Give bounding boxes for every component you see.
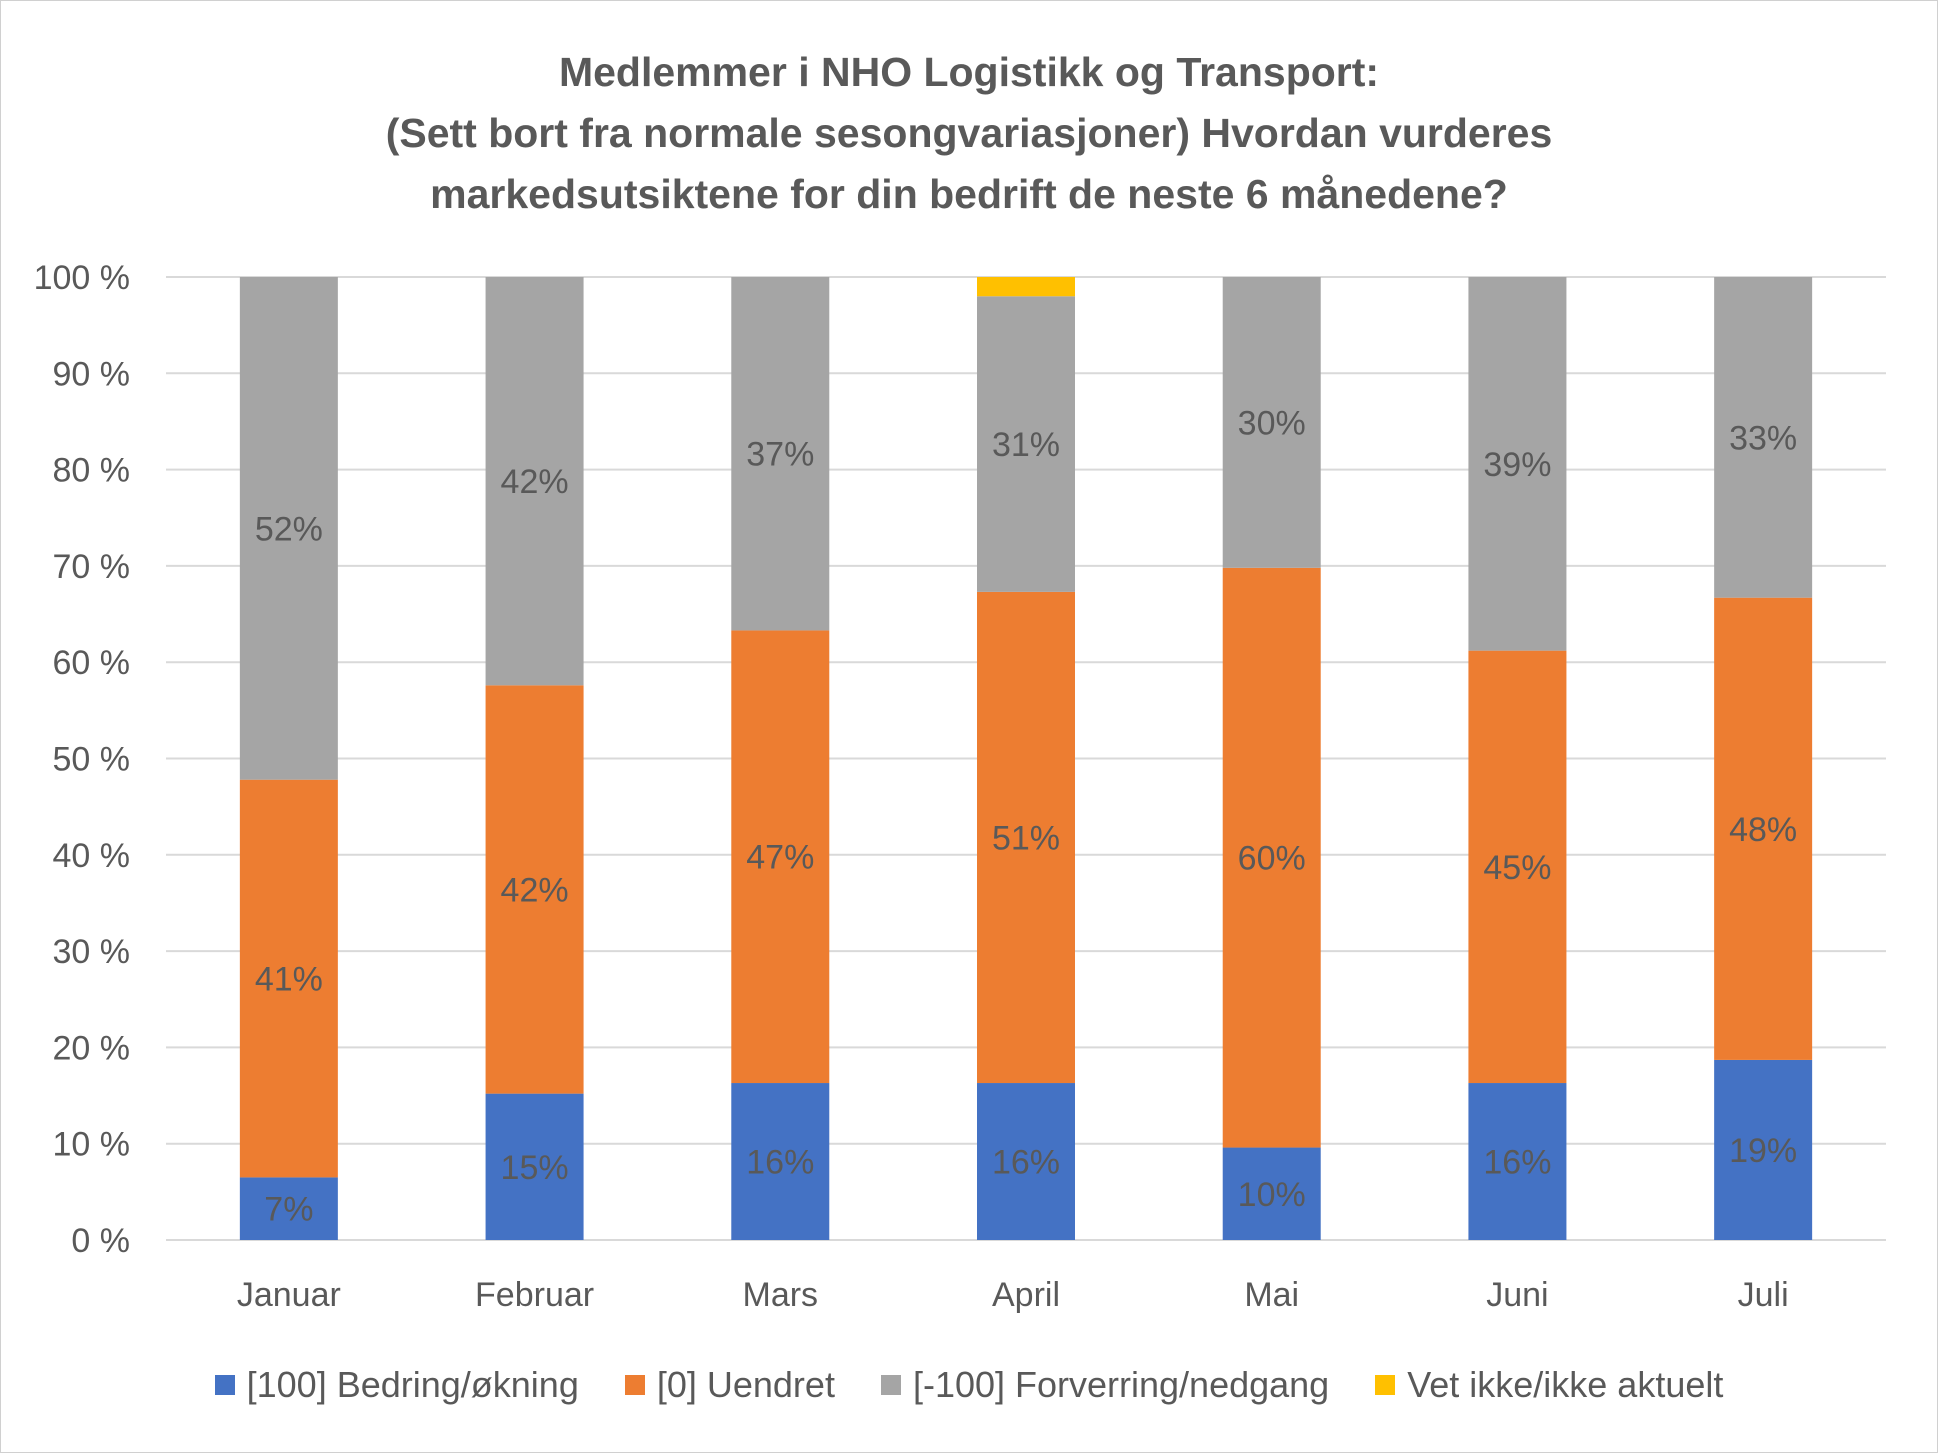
legend-item: [-100] Forverring/nedgang: [880, 1364, 1330, 1406]
x-tick-label: Mai: [1244, 1276, 1299, 1314]
legend-swatch: [880, 1375, 901, 1395]
legend-item: [100] Bedring/økning: [214, 1364, 579, 1406]
legend-label: Vet ikke/ikke aktuelt: [1407, 1364, 1724, 1405]
bar-segment: [977, 591, 1075, 1084]
bar-segment: [1468, 277, 1567, 651]
data-label: 52%: [255, 510, 323, 548]
bar-segment: [977, 277, 1075, 297]
legend-swatch: [1375, 1375, 1396, 1395]
y-tick-label: 90 %: [53, 355, 131, 393]
bar-segment: [731, 630, 830, 1084]
bar-segment: [977, 296, 1075, 592]
y-tick-label: 70 %: [53, 548, 131, 586]
x-tick-label: Juli: [1738, 1276, 1789, 1314]
y-tick-label: 40 %: [53, 837, 131, 875]
bar-segment: [485, 1093, 584, 1240]
x-tick-label: Februar: [475, 1276, 594, 1314]
bar-segment: [485, 685, 584, 1094]
y-tick-label: 80 %: [53, 452, 131, 490]
bar-segment: [1714, 277, 1813, 598]
data-label: 30%: [1238, 404, 1306, 442]
bar-segment: [731, 277, 830, 631]
bar-segment: [977, 1083, 1075, 1240]
legend-swatch: [624, 1375, 645, 1395]
data-label: 42%: [501, 871, 569, 909]
bar-segment: [1468, 1083, 1567, 1240]
legend-label: [0] Uendret: [656, 1364, 835, 1405]
data-label: 10%: [1238, 1176, 1306, 1214]
legend-swatch: [214, 1375, 235, 1395]
data-label: 48%: [1729, 811, 1797, 849]
data-label: 47%: [746, 839, 814, 877]
data-label: 42%: [501, 463, 569, 501]
data-label: 31%: [992, 426, 1060, 464]
data-label: 41%: [255, 961, 323, 999]
y-tick-label: 100 %: [34, 259, 130, 297]
x-tick-label: Mars: [743, 1276, 819, 1314]
data-label: 39%: [1483, 446, 1551, 484]
y-tick-label: 50 %: [53, 741, 131, 779]
bar-segment: [485, 277, 584, 686]
x-tick-label: April: [992, 1276, 1060, 1314]
legend-label: [100] Bedring/økning: [246, 1364, 579, 1405]
bar-segment: [239, 1177, 338, 1240]
data-label: 16%: [992, 1144, 1060, 1182]
y-tick-label: 60 %: [53, 644, 131, 682]
data-label: 19%: [1729, 1132, 1797, 1170]
data-label: 51%: [992, 819, 1060, 857]
data-label: 37%: [746, 436, 814, 474]
data-label: 33%: [1729, 419, 1797, 457]
bar-segment: [731, 1083, 830, 1240]
legend-item: Vet ikke/ikke aktuelt: [1375, 1364, 1723, 1406]
data-label: 7%: [264, 1191, 313, 1229]
chart-title-line: markedsutsiktene for din bedrift de nest…: [430, 171, 1508, 217]
y-tick-label: 10 %: [53, 1126, 131, 1164]
data-label: 45%: [1483, 849, 1551, 887]
bar-segment: [239, 779, 338, 1178]
data-label: 16%: [746, 1144, 814, 1182]
legend-label: [-100] Forverring/nedgang: [912, 1364, 1330, 1405]
x-tick-label: Januar: [237, 1276, 341, 1314]
y-tick-label: 30 %: [53, 933, 131, 971]
bar-segment: [1222, 1147, 1321, 1240]
chart-legend: [100] Bedring/økning [0] Uendret [-100] …: [0, 1360, 1938, 1410]
bar-segment: [1714, 1059, 1813, 1240]
data-label: 15%: [501, 1149, 569, 1187]
data-label: 60%: [1238, 840, 1306, 878]
bar-segment: [1468, 650, 1567, 1084]
y-tick-label: 20 %: [53, 1029, 131, 1067]
bar-segment: [239, 277, 338, 780]
chart-title: Medlemmer i NHO Logistikk og Transport: …: [0, 42, 1938, 225]
bar-segment: [1222, 277, 1321, 568]
chart-title-line: Medlemmer i NHO Logistikk og Transport:: [558, 49, 1380, 95]
bar-segment: [1714, 597, 1813, 1060]
data-label: 16%: [1483, 1144, 1551, 1182]
legend-item: [0] Uendret: [624, 1364, 835, 1406]
y-tick-label: 0 %: [71, 1222, 130, 1260]
bar-segment: [1222, 567, 1321, 1148]
chart-title-line: (Sett bort fra normale sesongvariasjoner…: [385, 110, 1553, 156]
x-tick-label: Juni: [1486, 1276, 1548, 1314]
